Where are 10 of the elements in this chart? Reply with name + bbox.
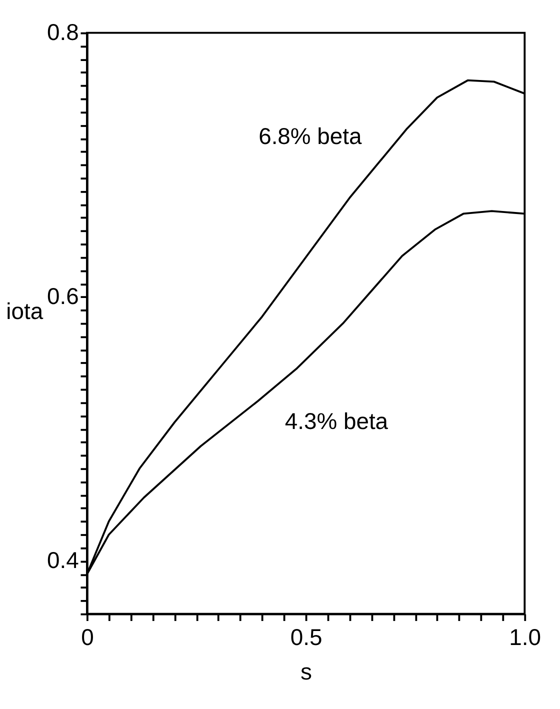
x-tick-label: 0.5 bbox=[290, 624, 322, 650]
y-tick-label: 0.6 bbox=[46, 283, 79, 310]
annotation: 6.8% beta bbox=[258, 123, 362, 150]
y-tick-label: 0.4 bbox=[46, 547, 80, 574]
y-axis-title: iota bbox=[6, 298, 44, 324]
y-tick-label: 0.8 bbox=[46, 18, 79, 45]
x-axis-title: s bbox=[300, 658, 312, 684]
annotation: 4.3% beta bbox=[284, 408, 388, 434]
x-tick-label: 1.0 bbox=[509, 624, 542, 650]
x-tick-label: 0 bbox=[81, 624, 94, 650]
